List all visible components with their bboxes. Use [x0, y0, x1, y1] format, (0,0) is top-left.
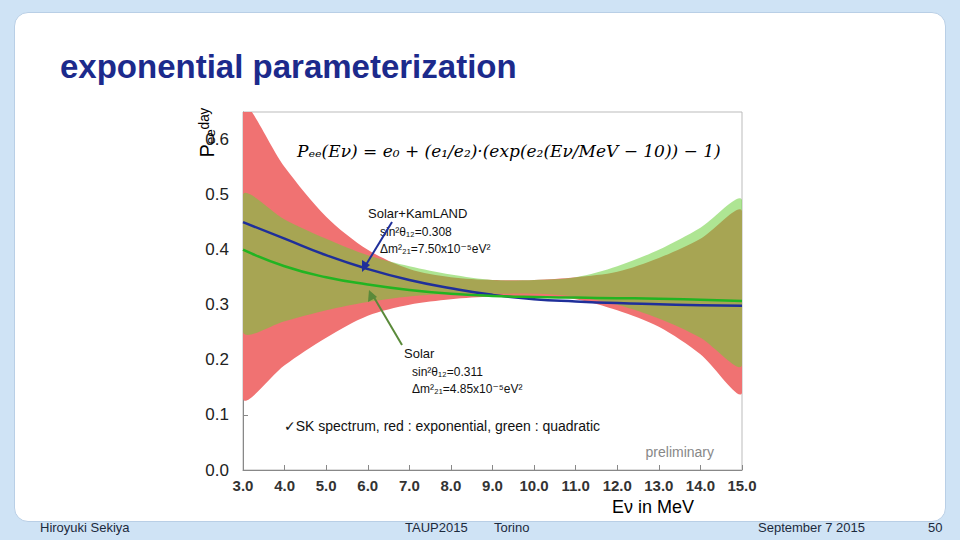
svg-text:Solar: Solar	[404, 346, 435, 361]
svg-text:Pₑₑ(Eν) = e₀ + (e₁/e₂)·(exp(e₂: Pₑₑ(Eν) = e₀ + (e₁/e₂)·(exp(e₂(Eν/MeV − …	[296, 141, 721, 161]
svg-text:0.3: 0.3	[205, 295, 229, 314]
svg-text:exponential parameterization: exponential parameterization	[60, 48, 517, 85]
svg-text:Δm²₂₁=4.85x10⁻⁵eV²: Δm²₂₁=4.85x10⁻⁵eV²	[412, 382, 522, 396]
svg-text:0.0: 0.0	[205, 461, 229, 480]
svg-text:September 7 2015: September 7 2015	[758, 520, 865, 535]
svg-text:0.4: 0.4	[205, 240, 229, 259]
svg-text:7.0: 7.0	[399, 477, 420, 494]
svg-text:Hiroyuki Sekiya: Hiroyuki Sekiya	[40, 520, 130, 535]
svg-text:Δm²₂₁=7.50x10⁻⁵eV²: Δm²₂₁=7.50x10⁻⁵eV²	[380, 242, 490, 256]
svg-text:Pₑₑᵈᵃʸ: Pₑₑᵈᵃʸ	[196, 107, 218, 157]
svg-text:13.0: 13.0	[644, 477, 673, 494]
svg-text:8.0: 8.0	[440, 477, 461, 494]
svg-text:sin²θ₁₂=0.311: sin²θ₁₂=0.311	[412, 365, 483, 379]
svg-text:5.0: 5.0	[316, 477, 337, 494]
svg-text:✓SK spectrum, red : exponentia: ✓SK spectrum, red : exponential, green :…	[284, 418, 600, 434]
svg-text:50: 50	[928, 520, 942, 535]
svg-text:6.0: 6.0	[357, 477, 378, 494]
svg-text:11.0: 11.0	[561, 477, 589, 494]
svg-text:12.0: 12.0	[603, 477, 632, 494]
svg-text:Torino: Torino	[494, 520, 529, 535]
svg-text:preliminary: preliminary	[646, 444, 714, 460]
svg-text:14.0: 14.0	[686, 477, 715, 494]
svg-text:3.0: 3.0	[233, 477, 254, 494]
svg-text:0.2: 0.2	[205, 350, 229, 369]
svg-text:Eν in MeV: Eν in MeV	[612, 497, 694, 517]
svg-text:0.1: 0.1	[205, 405, 229, 424]
svg-text:sin²θ₁₂=0.308: sin²θ₁₂=0.308	[380, 225, 452, 239]
svg-text:TAUP2015: TAUP2015	[405, 520, 468, 535]
svg-text:15.0: 15.0	[727, 477, 756, 494]
svg-text:9.0: 9.0	[482, 477, 503, 494]
svg-text:Solar+KamLAND: Solar+KamLAND	[368, 206, 467, 221]
svg-text:4.0: 4.0	[274, 477, 295, 494]
svg-text:0.5: 0.5	[205, 185, 229, 204]
svg-text:10.0: 10.0	[519, 477, 548, 494]
